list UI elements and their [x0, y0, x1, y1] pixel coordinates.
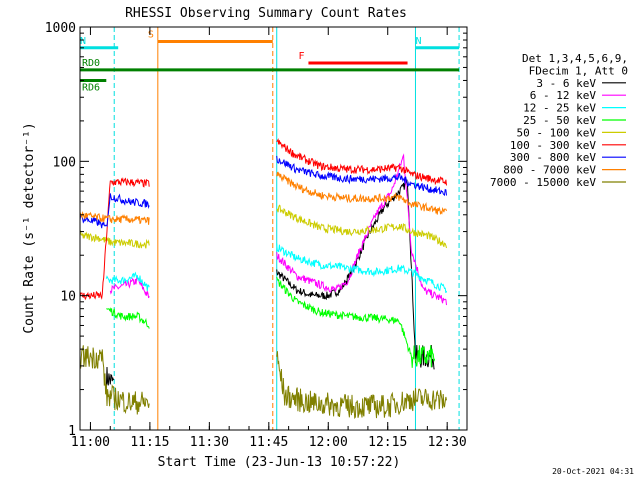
legend-label-2: 12 - 25 keV: [523, 102, 596, 115]
series-line-300to800keV-seg1: [276, 155, 447, 197]
x-tick-label-1: 11:15: [130, 435, 169, 450]
legend-label-8: 7000 - 15000 keV: [490, 176, 596, 189]
y-tick-label-2: 100: [53, 155, 76, 170]
plot-data-layer: N N S F RD0 RD6: [79, 27, 460, 430]
series-line-25to50keV-seg1: [276, 276, 436, 368]
legend-label-1: 6 - 12 keV: [530, 89, 597, 102]
series-line-12to25keV-seg0: [105, 271, 150, 291]
y-axis-label: Count Rate (s⁻¹ detector⁻¹): [22, 122, 37, 333]
legend-label-6: 300 - 800 keV: [510, 151, 596, 164]
y-tick-label-1: 10: [60, 290, 76, 305]
series-line-25to50keV-seg0: [106, 307, 150, 329]
series-line-3to6keV-seg1: [276, 179, 435, 370]
series-line-300to800keV-seg0: [79, 193, 150, 229]
marker-label-s-2: S: [148, 29, 154, 40]
series-line-100to300keV-seg0: [79, 177, 150, 301]
series-line-50to100keV-seg0: [79, 230, 150, 249]
series-line-6to12keV-seg0: [109, 276, 150, 299]
legend-label-5: 100 - 300 keV: [510, 139, 596, 152]
marker-label-n-0: N: [80, 36, 86, 47]
y-tick-label-3: 1000: [45, 21, 76, 36]
series-line-7000to15000keV-seg0: [79, 345, 150, 415]
legend-label-7: 800 - 7000 keV: [503, 164, 596, 177]
series-line-800to7000keV-seg1: [276, 171, 447, 215]
x-tick-label-6: 12:30: [428, 435, 467, 450]
legend-label-3: 25 - 50 keV: [523, 114, 596, 127]
marker-label-f-3: F: [298, 51, 304, 62]
x-axis-label: Start Time (23-Jun-13 10:57:22): [158, 455, 401, 470]
axes-layer: 11:00 11:15 11:30 11:45 12:00 12:15 12:30 1 10 10…: [45, 21, 468, 450]
series-line-100to300keV-seg1: [276, 138, 447, 186]
x-tick-label-4: 12:00: [309, 435, 348, 450]
y-tick-label-0: 1: [68, 424, 76, 439]
series-line-800to7000keV-seg0: [79, 210, 150, 225]
legend-header-0: Det 1,3,4,5,6,9,: [522, 52, 628, 65]
legend-header-1: FDecim 1, Att 0: [529, 64, 628, 77]
x-tick-label-5: 12:15: [368, 435, 407, 450]
x-tick-label-3: 11:45: [249, 435, 288, 450]
legend: Det 1,3,4,5,6,9,FDecim 1, Att 03 - 6 keV…: [490, 52, 628, 189]
plot-frame: [79, 26, 468, 431]
series-line-12to25keV-seg1: [276, 243, 447, 294]
marker-label-rd6-5: RD6: [82, 82, 100, 93]
x-tick-label-2: 11:30: [190, 435, 229, 450]
series-line-50to100keV-seg1: [276, 204, 447, 249]
marker-label-n-1: N: [415, 36, 421, 47]
generation-timestamp: 20-Oct-2021 04:31: [552, 467, 634, 476]
series-line-3to6keV-seg0: [105, 366, 115, 389]
legend-label-4: 50 - 100 keV: [517, 126, 597, 139]
chart-title: RHESSI Observing Summary Count Rates: [125, 6, 407, 21]
legend-label-0: 3 - 6 keV: [536, 77, 596, 90]
x-tick-label-0: 11:00: [71, 435, 110, 450]
marker-label-rd0-4: RD0: [82, 58, 100, 69]
series-line-7000to15000keV-seg1: [276, 351, 447, 420]
